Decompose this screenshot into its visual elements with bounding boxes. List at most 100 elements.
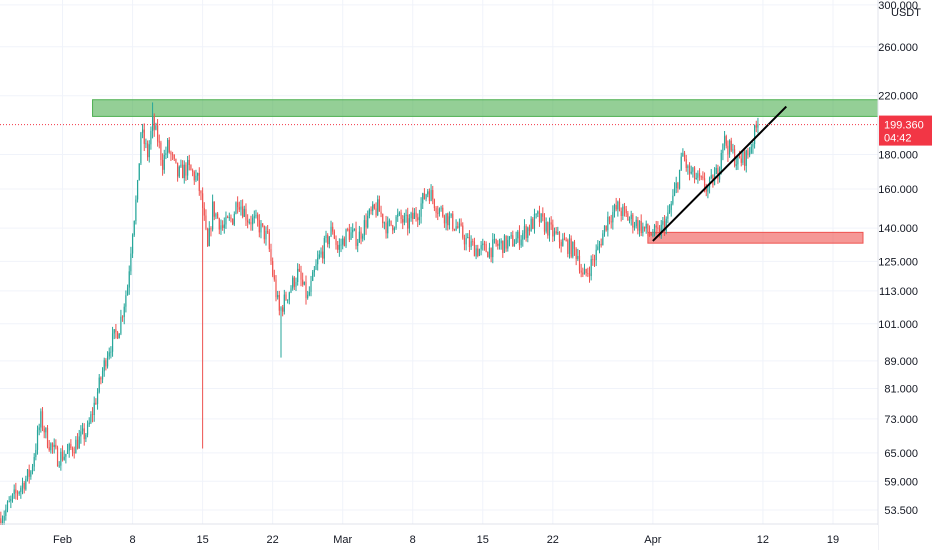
candle (200, 190, 202, 194)
y-tick-label: 65.000 (884, 448, 918, 460)
candle (618, 201, 621, 212)
candle (187, 159, 189, 176)
candle (48, 447, 50, 451)
candle (642, 226, 644, 234)
candle (283, 294, 285, 312)
candle (312, 272, 314, 281)
candle (752, 143, 754, 147)
candle (445, 213, 447, 224)
candle (632, 214, 634, 228)
candle (373, 204, 375, 209)
candle (670, 203, 672, 210)
time-axis[interactable] (0, 525, 878, 550)
candle (78, 436, 80, 449)
candle (280, 307, 282, 311)
candle (423, 193, 426, 200)
candle (61, 451, 64, 460)
candle (685, 159, 687, 169)
support-zone (647, 231, 864, 244)
candle (558, 232, 561, 243)
candle (398, 212, 400, 215)
candle (672, 195, 674, 204)
candle (113, 329, 115, 334)
grid (0, 0, 878, 524)
candle (640, 220, 642, 234)
candle (523, 226, 526, 234)
candle (205, 215, 207, 229)
candle (343, 238, 345, 247)
candle (242, 206, 244, 217)
candle (462, 225, 464, 238)
candle (732, 149, 734, 151)
candle (690, 171, 692, 174)
candle (442, 207, 444, 217)
candle (757, 124, 759, 128)
candle (405, 214, 407, 216)
candle (263, 225, 265, 240)
x-tick-label: Apr (644, 534, 661, 546)
x-tick-label: 22 (267, 534, 279, 546)
candle (553, 231, 556, 237)
candle (565, 240, 567, 241)
y-tick-label: 125.000 (878, 256, 918, 268)
candle (663, 221, 666, 232)
candle (535, 213, 537, 215)
candle (121, 316, 124, 318)
candle (703, 178, 706, 189)
candle (358, 231, 360, 243)
candle (368, 209, 370, 216)
candle (130, 253, 132, 272)
y-tick-label: 59.000 (884, 476, 918, 488)
candle (383, 222, 385, 224)
candle (220, 225, 222, 230)
x-tick-label: 22 (547, 534, 559, 546)
candle (348, 229, 350, 240)
candle (647, 223, 649, 233)
candle (668, 209, 671, 213)
candle (353, 228, 355, 230)
candle (103, 360, 105, 372)
candle (258, 220, 260, 233)
candle (588, 273, 591, 277)
bar-countdown: 04:42 (884, 133, 912, 145)
candle (710, 175, 712, 179)
x-tick-label: 12 (757, 534, 769, 546)
candle (747, 150, 749, 156)
x-tick-label: 8 (410, 534, 416, 546)
candle (233, 213, 235, 225)
candle (338, 244, 340, 250)
candle (153, 116, 155, 130)
candle (417, 217, 419, 221)
price-axis[interactable] (879, 0, 932, 524)
candle (340, 244, 342, 246)
candle (327, 234, 329, 245)
candle (218, 218, 220, 230)
candle (478, 249, 481, 256)
y-tick-label: 180.000 (878, 150, 918, 162)
candle (402, 219, 404, 223)
candle (623, 206, 626, 210)
candle (41, 411, 44, 429)
candle (305, 281, 307, 298)
candle (467, 237, 469, 239)
candle (755, 125, 757, 128)
candle (400, 212, 402, 220)
candle (705, 188, 707, 192)
candle (437, 212, 439, 214)
candle (438, 208, 441, 214)
candle (505, 235, 507, 249)
candle (297, 268, 299, 282)
candle (665, 218, 667, 232)
candle (151, 116, 154, 132)
candle (43, 428, 45, 433)
candle (6, 502, 9, 510)
candle (575, 248, 577, 259)
trendline[interactable] (652, 105, 787, 242)
candle (617, 201, 619, 210)
candle (722, 143, 724, 154)
candle (415, 212, 417, 218)
currency-label: USDT (891, 7, 921, 19)
candle (430, 190, 432, 201)
